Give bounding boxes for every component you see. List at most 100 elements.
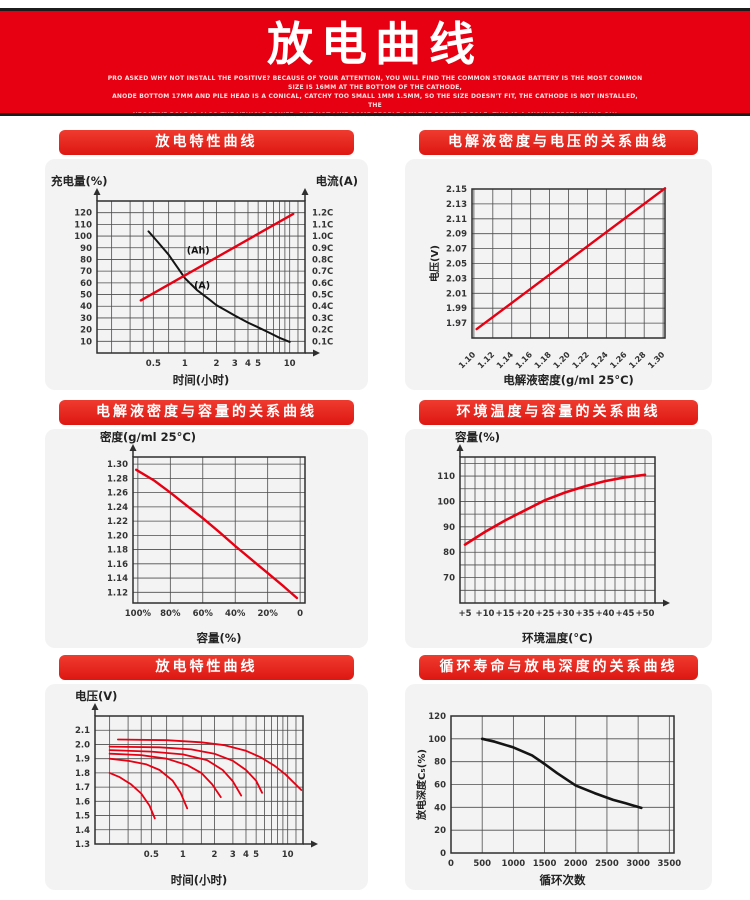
svg-text:1: 1 bbox=[182, 359, 188, 369]
svg-text:1.7: 1.7 bbox=[75, 783, 90, 793]
svg-text:2.13: 2.13 bbox=[446, 200, 467, 210]
chart-title-banner: 放电特性曲线 bbox=[59, 655, 354, 680]
top-white-strip bbox=[0, 0, 750, 8]
svg-text:0.2C: 0.2C bbox=[312, 326, 333, 336]
svg-text:2: 2 bbox=[211, 850, 217, 860]
svg-text:0.1C: 0.1C bbox=[312, 337, 333, 347]
svg-text:2500: 2500 bbox=[595, 859, 619, 869]
svg-text:1.22: 1.22 bbox=[571, 350, 591, 370]
svg-text:2: 2 bbox=[213, 359, 219, 369]
svg-text:100: 100 bbox=[428, 735, 446, 745]
svg-text:1.99: 1.99 bbox=[446, 304, 467, 314]
svg-text:1: 1 bbox=[180, 850, 186, 860]
svg-text:1.0C: 1.0C bbox=[312, 232, 333, 242]
chart-canvas-discharge-characteristic-1: (Ah)(A)0.5 1 2 3 4 5 1010203040506070809010011… bbox=[51, 174, 358, 387]
svg-text:1.20: 1.20 bbox=[107, 531, 128, 541]
chart-canvas-density-voltage: 1.101.121.141.161.181.201.221.241.261.28… bbox=[428, 185, 667, 387]
svg-text:1.3: 1.3 bbox=[75, 840, 90, 850]
svg-text:20: 20 bbox=[434, 826, 446, 836]
svg-text:+50: +50 bbox=[636, 609, 655, 619]
page-title: 放电曲线 bbox=[267, 17, 483, 71]
svg-text:1.10: 1.10 bbox=[457, 350, 478, 371]
svg-text:电流(A): 电流(A) bbox=[316, 174, 358, 188]
svg-text:1.28: 1.28 bbox=[107, 474, 128, 484]
chart-title-banner: 电解液密度与电压的关系曲线 bbox=[419, 130, 698, 155]
svg-text:90: 90 bbox=[80, 244, 92, 254]
svg-text:110: 110 bbox=[74, 220, 92, 230]
chart-block-temperature-capacity: 环境温度与容量的关系曲线 +5 +10 +15 +20 +25 +30 +35 +40 +45 +… bbox=[405, 400, 712, 648]
svg-text:0.5: 0.5 bbox=[146, 359, 161, 369]
svg-text:1.26: 1.26 bbox=[608, 350, 629, 371]
svg-text:+25: +25 bbox=[536, 609, 555, 619]
chart-title-banner: 循环寿命与放电深度的关系曲线 bbox=[419, 655, 698, 680]
svg-text:5: 5 bbox=[253, 850, 259, 860]
svg-text:1.18: 1.18 bbox=[107, 546, 128, 556]
svg-text:20%: 20% bbox=[257, 609, 278, 619]
svg-text:1.12: 1.12 bbox=[107, 588, 128, 598]
svg-text:+5: +5 bbox=[458, 609, 471, 619]
svg-text:1.22: 1.22 bbox=[107, 517, 128, 527]
svg-text:100: 100 bbox=[74, 232, 92, 242]
svg-text:80: 80 bbox=[434, 758, 446, 768]
svg-text:60%: 60% bbox=[193, 609, 214, 619]
chart-title-banner: 电解液密度与容量的关系曲线 bbox=[59, 400, 354, 425]
chart-block-discharge-characteristic-2: 放电特性曲线 0.5 1 2 3 4 5 10 1.3 1.4 1.5 1.6 1.7 1.8 1.9 2.… bbox=[45, 655, 368, 890]
svg-text:电压(V): 电压(V) bbox=[75, 689, 117, 703]
svg-text:1.20: 1.20 bbox=[552, 350, 573, 371]
svg-text:充电量(%): 充电量(%) bbox=[51, 174, 108, 188]
svg-text:120: 120 bbox=[428, 712, 446, 722]
svg-text:(A): (A) bbox=[194, 281, 210, 292]
svg-text:时间(小时): 时间(小时) bbox=[171, 873, 228, 887]
svg-text:+15: +15 bbox=[496, 609, 515, 619]
chart-canvas-cycle-life-dod: 0 500 1000 1500 2000 2500 3000 3500 0 20 40 60 80 100… bbox=[415, 712, 681, 887]
svg-text:4: 4 bbox=[245, 359, 251, 369]
svg-text:60: 60 bbox=[434, 781, 446, 791]
svg-text:4: 4 bbox=[243, 850, 249, 860]
svg-text:3000: 3000 bbox=[626, 859, 650, 869]
svg-text:2.15: 2.15 bbox=[446, 185, 467, 195]
svg-text:0.8C: 0.8C bbox=[312, 255, 333, 265]
svg-text:40%: 40% bbox=[225, 609, 246, 619]
chart-panel: 100% 80% 60% 40% 20% 0 1.12 1.14 1.16 1.18 1.20 1.2… bbox=[45, 429, 368, 648]
chart-block-cycle-life-dod: 循环寿命与放电深度的关系曲线 0 500 1000 1500 2000 2500 3000 3… bbox=[405, 655, 712, 890]
svg-text:3: 3 bbox=[230, 850, 236, 860]
svg-text:+45: +45 bbox=[616, 609, 635, 619]
svg-text:2000: 2000 bbox=[564, 859, 588, 869]
svg-text:70: 70 bbox=[443, 574, 455, 584]
chart-canvas-density-capacity: 100% 80% 60% 40% 20% 0 1.12 1.14 1.16 1.18 1.20 1.2… bbox=[99, 431, 306, 645]
chart-block-density-voltage: 电解液密度与电压的关系曲线 1.10 1.12 1.14 1.16 1.18 1.20 1.… bbox=[405, 130, 712, 390]
svg-text:100%: 100% bbox=[125, 609, 152, 619]
chart-block-density-capacity: 电解液密度与容量的关系曲线 100% 80% 60% 40% 20% 0 1.12 1.14 1… bbox=[45, 400, 368, 648]
svg-text:10: 10 bbox=[80, 337, 92, 347]
svg-text:1.97: 1.97 bbox=[446, 319, 467, 329]
svg-text:1.9: 1.9 bbox=[75, 755, 90, 765]
svg-text:1.16: 1.16 bbox=[514, 350, 535, 371]
svg-text:2.05: 2.05 bbox=[446, 260, 467, 270]
chart-canvas-discharge-characteristic-2: 0.5 1 2 3 4 5 10 1.3 1.4 1.5 1.6 1.7 1.8 1.9 2.0 2.1 时间(… bbox=[75, 689, 318, 887]
svg-text:1.4: 1.4 bbox=[75, 826, 90, 836]
header-top-bar bbox=[0, 8, 750, 11]
svg-text:2.1: 2.1 bbox=[75, 726, 90, 736]
svg-text:1.2C: 1.2C bbox=[312, 209, 333, 219]
svg-text:50: 50 bbox=[80, 291, 92, 301]
chart-panel: (Ah) (A) 0.5 1 2 3 4 5 10 10 20 30 40 50 60 70 80 90 100 11… bbox=[45, 159, 368, 390]
svg-text:1.24: 1.24 bbox=[589, 350, 610, 371]
chart-panel: 0 500 1000 1500 2000 2500 3000 3500 0 20 40 60 80 100… bbox=[405, 684, 712, 890]
svg-text:1.5: 1.5 bbox=[75, 812, 90, 822]
svg-text:容量(%): 容量(%) bbox=[454, 431, 500, 444]
svg-text:3500: 3500 bbox=[657, 859, 681, 869]
svg-text:30: 30 bbox=[80, 314, 92, 324]
svg-text:80: 80 bbox=[80, 255, 92, 265]
svg-text:500: 500 bbox=[473, 859, 491, 869]
svg-text:1.14: 1.14 bbox=[107, 574, 128, 584]
svg-text:1.16: 1.16 bbox=[107, 560, 128, 570]
svg-text:容量(%): 容量(%) bbox=[195, 631, 241, 645]
svg-text:密度(g/ml 25°C): 密度(g/ml 25°C) bbox=[99, 431, 196, 444]
svg-text:1.26: 1.26 bbox=[107, 489, 128, 499]
svg-text:100: 100 bbox=[437, 497, 455, 507]
svg-text:1.18: 1.18 bbox=[533, 350, 554, 371]
svg-text:0: 0 bbox=[297, 609, 303, 619]
svg-text:环境温度(°C): 环境温度(°C) bbox=[522, 631, 593, 645]
svg-text:0: 0 bbox=[440, 849, 446, 859]
svg-text:90: 90 bbox=[443, 523, 455, 533]
